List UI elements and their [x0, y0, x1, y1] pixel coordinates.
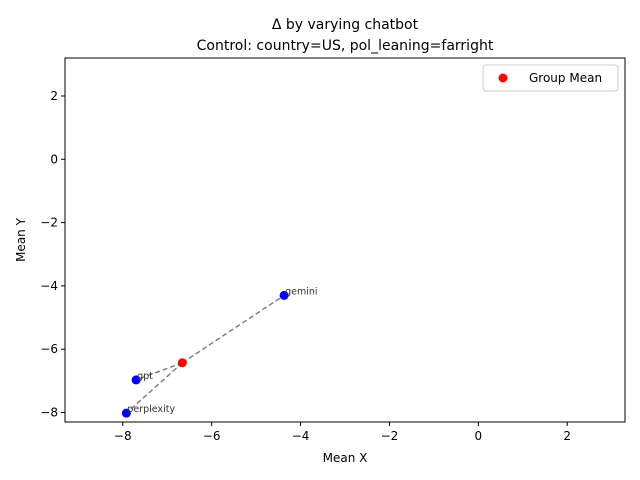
y-tick-label: 0: [50, 152, 58, 166]
y-tick-label: −2: [40, 216, 58, 230]
x-axis: −8 −6 −4 −2 0 2: [114, 422, 571, 443]
group-mean-point: [177, 358, 187, 368]
data-point-gpt: [131, 375, 141, 385]
x-tick-label: −4: [292, 429, 310, 443]
x-tick-label: 2: [563, 429, 571, 443]
plot-area: gemini gpt perplexity: [121, 286, 318, 418]
legend-box: [482, 64, 619, 92]
legend-marker-group-mean: [498, 73, 508, 83]
x-tick-label: −2: [381, 429, 399, 443]
legend: Group Mean: [482, 64, 619, 92]
connector-line-gemini: [181, 294, 285, 364]
chart-title: Δ by varying chatbot: [272, 17, 419, 33]
y-tick-label: 2: [50, 89, 58, 103]
legend-label-group-mean: Group Mean: [529, 71, 602, 85]
plot-frame: [64, 57, 626, 423]
data-point-perplexity: [121, 408, 131, 418]
data-point-gemini: [279, 290, 289, 300]
x-tick-label: −8: [114, 429, 132, 443]
x-axis-label: Mean X: [323, 451, 368, 465]
point-label-gpt: gpt: [137, 371, 153, 382]
x-tick-label: 0: [475, 429, 483, 443]
y-axis-label: Mean Y: [14, 217, 28, 262]
connector-line-gpt: [135, 362, 183, 381]
y-tick-label: −4: [40, 279, 58, 293]
connector-line-perplexity: [125, 362, 183, 414]
y-tick-label: −6: [40, 342, 58, 356]
point-label-gemini: gemini: [285, 286, 317, 297]
point-label-perplexity: perplexity: [127, 404, 175, 415]
y-axis: 2 0 −2 −4 −6 −8: [40, 89, 65, 420]
y-tick-label: −8: [40, 406, 58, 420]
chart-subtitle: Control: country=US, pol_leaning=farrigh…: [197, 38, 494, 54]
x-tick-label: −6: [203, 429, 221, 443]
